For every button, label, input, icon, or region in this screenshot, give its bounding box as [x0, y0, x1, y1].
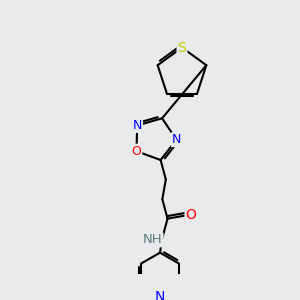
- Text: N: N: [172, 133, 181, 146]
- Text: NH: NH: [143, 233, 163, 246]
- Text: S: S: [178, 40, 186, 55]
- Text: O: O: [131, 145, 141, 158]
- Text: O: O: [186, 208, 196, 223]
- Text: N: N: [133, 119, 142, 132]
- Text: N: N: [155, 290, 165, 300]
